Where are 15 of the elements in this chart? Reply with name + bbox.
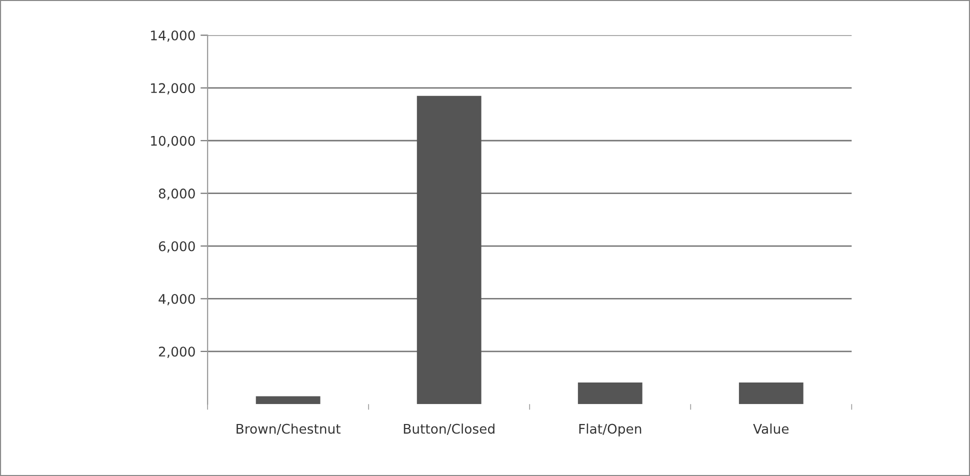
- x-tick-label: Value: [753, 424, 789, 434]
- x-tick-label: Brown/Chestnut: [236, 424, 341, 435]
- x-tick-label: Button/Closed: [404, 424, 494, 435]
- bar: [738, 382, 804, 404]
- x-tick-label: Flat/Open: [579, 424, 642, 436]
- y-tick-label: 8,000: [158, 188, 195, 200]
- y-tick-label: 6,000: [158, 241, 195, 253]
- y-tick-label: 4,000: [158, 294, 195, 306]
- y-tick-label: 10,000: [151, 136, 195, 148]
- y-tick-label: 12,000: [151, 83, 195, 94]
- bar: [416, 96, 482, 404]
- y-tick-label: 14,000: [151, 30, 195, 42]
- bar: [578, 382, 642, 404]
- y-tick-label: 2,000: [158, 346, 195, 358]
- bar: [256, 396, 320, 404]
